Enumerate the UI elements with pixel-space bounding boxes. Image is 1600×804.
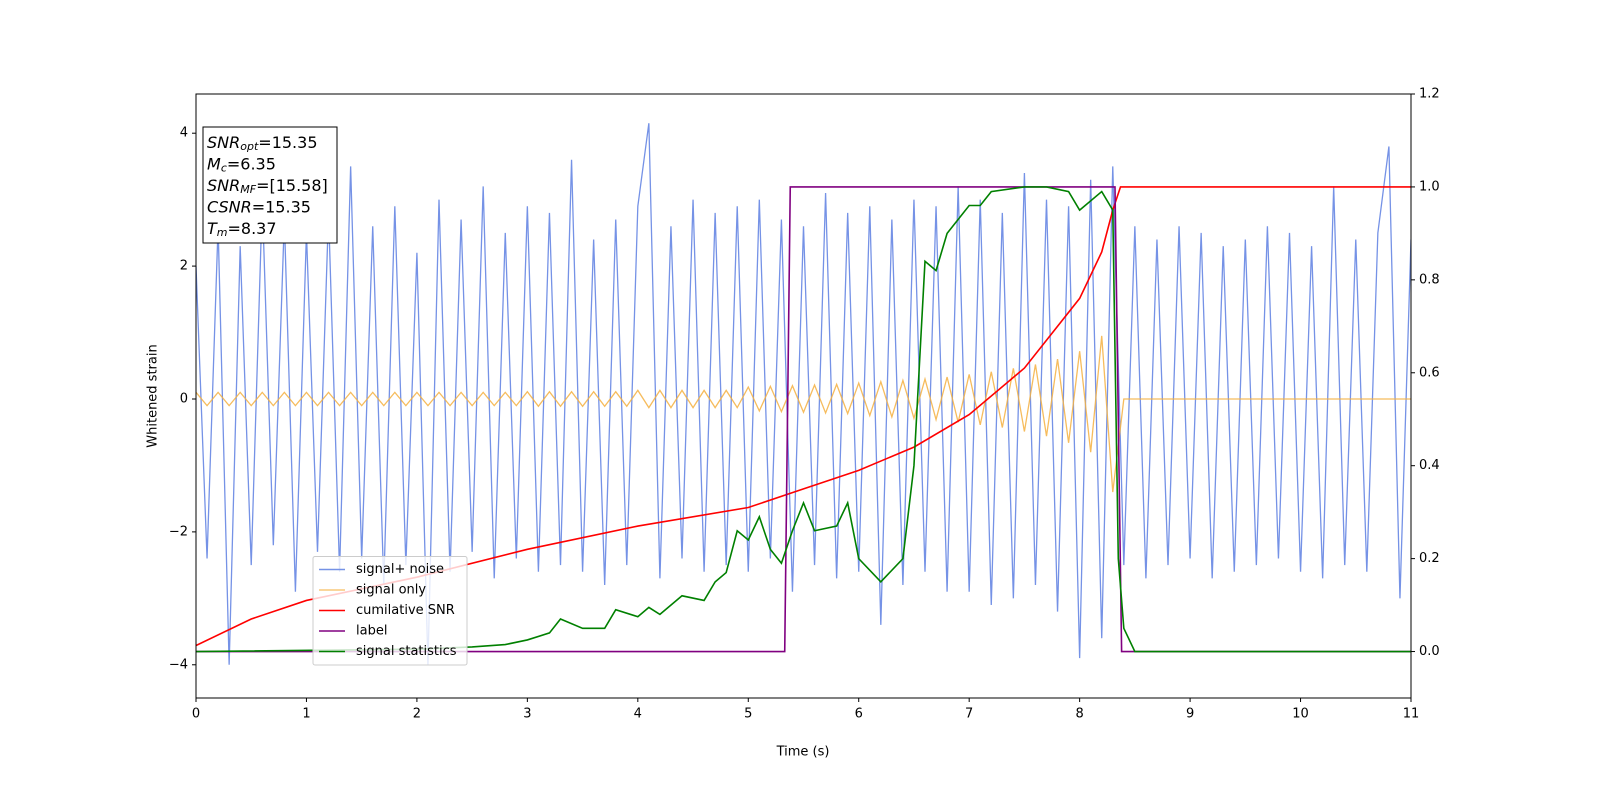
annotation-value: =8.37 xyxy=(228,219,277,238)
y2-tick-label: 1.0 xyxy=(1419,179,1440,194)
y2-tick-label: 0.0 xyxy=(1419,644,1440,659)
legend-label: signal statistics xyxy=(356,644,457,659)
annotation-subscript: opt xyxy=(240,140,259,153)
y-tick-label: 0 xyxy=(180,391,188,406)
annotation-text: CSNR=15.35 xyxy=(207,197,311,216)
x-tick-label: 11 xyxy=(1403,707,1420,722)
legend-box xyxy=(312,556,468,666)
y2-tick-label: 0.8 xyxy=(1419,272,1440,287)
legend-label: label xyxy=(356,624,387,639)
x-tick-label: 2 xyxy=(413,707,421,722)
x-tick-label: 9 xyxy=(1186,707,1194,722)
annotation-symbol: SNR xyxy=(207,176,240,195)
annotation-symbol: CSNR xyxy=(207,197,252,216)
x-tick-label: 5 xyxy=(744,707,752,722)
annotation-symbol: T xyxy=(207,219,218,238)
series-line xyxy=(196,123,1411,665)
series-line xyxy=(196,186,1411,653)
annotation-subscript: m xyxy=(217,226,228,239)
annotation-symbol: SNR xyxy=(207,133,240,152)
annotation-value: =6.35 xyxy=(227,154,276,173)
annotation-box xyxy=(202,126,338,244)
plot-frame xyxy=(195,93,1412,699)
y2-tick-label: 1.2 xyxy=(1419,87,1440,102)
x-tick-label: 4 xyxy=(634,707,642,722)
annotation: SNRopt=15.35Mc=6.35SNRMF=[15.58]CSNR=15.… xyxy=(202,126,338,244)
y2-tick-label: 0.2 xyxy=(1419,551,1440,566)
annotation-text: SNRopt=15.35 xyxy=(207,133,318,154)
x-tick-label: 7 xyxy=(965,707,973,722)
y2-tick-label: 0.6 xyxy=(1419,365,1440,380)
annotation-text: Tm=8.37 xyxy=(207,219,277,240)
y-tick-label: −2 xyxy=(169,524,188,539)
annotation-symbol: M xyxy=(207,154,221,173)
annotation-subscript: MF xyxy=(240,183,256,196)
x-tick-label: 10 xyxy=(1292,707,1309,722)
y-tick-label: 4 xyxy=(180,126,188,141)
annotation-value: =15.35 xyxy=(252,197,311,216)
x-axis-label: Time (s) xyxy=(776,745,830,760)
x-tick-label: 8 xyxy=(1075,707,1083,722)
y2-tick-label: 0.4 xyxy=(1419,458,1440,473)
series-line xyxy=(196,335,1411,493)
annotation-value: =15.35 xyxy=(258,133,317,152)
annotation-subscript: c xyxy=(221,162,227,175)
y-tick-label: −4 xyxy=(169,657,188,672)
annotation-value: =[15.58] xyxy=(256,176,328,195)
y-axis-label: Whitened strain xyxy=(146,344,161,447)
x-tick-label: 3 xyxy=(523,707,531,722)
x-tick-label: 6 xyxy=(855,707,863,722)
legend-label: signal only xyxy=(356,583,426,598)
annotation-text: SNRMF=[15.58] xyxy=(207,176,328,197)
legend-label: signal+ noise xyxy=(356,562,444,577)
x-tick-label: 0 xyxy=(192,707,200,722)
x-tick-label: 1 xyxy=(302,707,310,722)
annotation-text: Mc=6.35 xyxy=(207,154,276,175)
legend-label: cumilative SNR xyxy=(356,603,455,618)
y-tick-label: 2 xyxy=(180,259,188,274)
